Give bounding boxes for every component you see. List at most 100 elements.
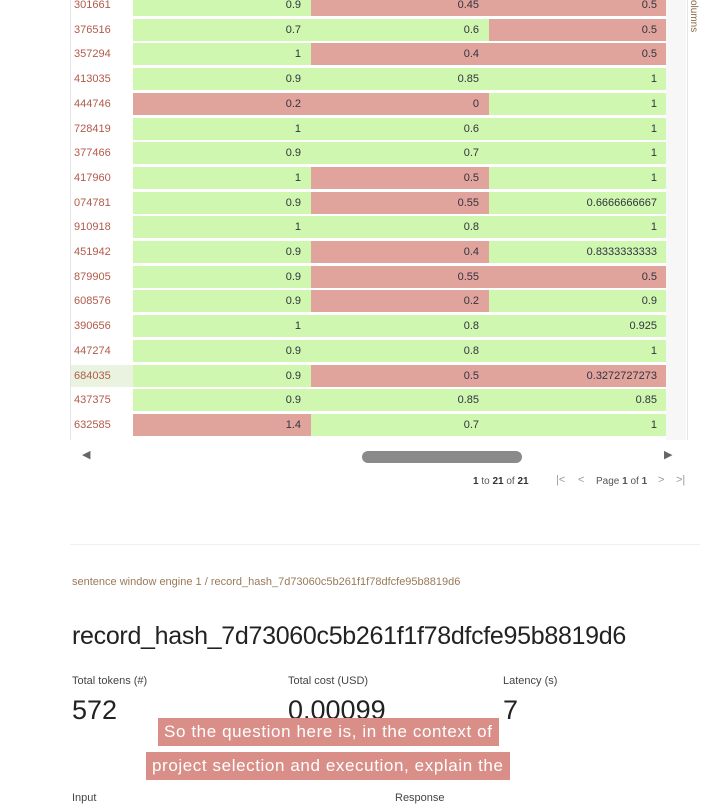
triangle-right-icon[interactable]: ▶ — [664, 449, 673, 461]
score-cell-3: 1 — [489, 117, 667, 140]
score-cell-3: 0.5 — [489, 43, 667, 66]
score-cell-1: 0.7 — [133, 18, 311, 41]
table-row[interactable]: 447274 0.9 0.8 1 — [71, 339, 687, 362]
record-id-cell: 074781 — [74, 196, 111, 209]
table-row[interactable]: 390656 1 0.8 0.925 — [71, 315, 687, 338]
score-cell-3: 0.85 — [489, 389, 667, 412]
score-cell-1: 0.9 — [133, 290, 311, 313]
response-section-label: Response — [395, 792, 445, 804]
record-id-cell: 377466 — [74, 147, 111, 160]
table-row[interactable]: 608576 0.9 0.2 0.9 — [71, 290, 687, 313]
table-row[interactable]: 377466 0.9 0.7 1 — [71, 142, 687, 165]
table-row[interactable]: 910918 1 0.8 1 — [71, 216, 687, 239]
score-cell-1: 0.9 — [133, 0, 311, 16]
score-cell-3: 0.925 — [489, 315, 667, 338]
score-cell-2: 0.4 — [311, 241, 489, 263]
table-row[interactable]: 632585 1.4 0.7 1 — [71, 413, 687, 436]
table-row[interactable]: 417960 1 0.5 1 — [71, 166, 687, 189]
table-row[interactable]: 879905 0.9 0.55 0.5 — [71, 265, 687, 288]
table-row[interactable]: 301661 0.9 0.45 0.5 — [71, 0, 687, 16]
table-row[interactable]: 684035 0.9 0.5 0.3272727273 — [71, 364, 687, 387]
record-id-cell: 417960 — [74, 171, 111, 184]
score-cell-2: 0.7 — [311, 413, 489, 436]
table-row[interactable]: 437375 0.9 0.85 0.85 — [71, 389, 687, 412]
score-cell-1: 1 — [133, 43, 311, 66]
score-cell-1: 0.9 — [133, 68, 311, 91]
metric-label-latency: Latency (s) — [503, 675, 558, 687]
record-id-cell: 301661 — [74, 0, 111, 11]
score-cell-2: 0.7 — [311, 142, 489, 165]
score-cell-1: 0.9 — [133, 241, 311, 263]
record-id-cell: 390656 — [74, 320, 111, 333]
score-cell-2: 0.85 — [311, 68, 489, 91]
metric-label-cost: Total cost (USD) — [288, 675, 369, 687]
score-cell-2: 0.8 — [311, 315, 489, 338]
record-id-cell: 632585 — [74, 418, 111, 431]
score-cell-1: 0.9 — [133, 142, 311, 165]
score-cell-3: 1 — [489, 166, 667, 189]
score-cell-3: 0.5 — [489, 18, 667, 41]
score-cell-2: 0 — [311, 92, 489, 115]
score-cell-2: 0.55 — [311, 191, 489, 214]
score-cell-3: 1 — [489, 216, 667, 239]
metric-value-latency: 7 — [503, 695, 519, 725]
metric-value-tokens: 572 — [72, 695, 118, 725]
table-row[interactable]: 728419 1 0.6 1 — [71, 117, 687, 140]
table-row[interactable]: 074781 0.9 0.55 0.6666666667 — [71, 191, 687, 214]
columns-panel-label[interactable]: olumns — [688, 0, 699, 33]
triangle-left-icon[interactable]: ◀ — [82, 449, 91, 461]
next-page-icon[interactable]: > — [658, 474, 665, 486]
record-id-cell: 608576 — [74, 295, 111, 308]
score-cell-1: 1 — [133, 166, 311, 189]
table-row[interactable]: 413035 0.9 0.85 1 — [71, 68, 687, 91]
pagination: 1 to 21 of 21 |< < Page 1 of 1 > >| — [70, 470, 686, 494]
table-row[interactable]: 444746 0.2 0 1 — [71, 92, 687, 115]
horizontal-scrollbar[interactable]: ◀ ▶ — [70, 444, 686, 470]
row-count: 1 to 21 of 21 — [473, 476, 529, 487]
score-cell-3: 1 — [489, 413, 667, 436]
score-cell-3: 0.5 — [489, 0, 667, 16]
score-cell-2: 0.6 — [311, 18, 489, 41]
score-cell-3: 1 — [489, 142, 667, 165]
score-cell-1: 1 — [133, 216, 311, 239]
scrollbar-thumb[interactable] — [362, 451, 522, 463]
score-cell-2: 0.5 — [311, 364, 489, 387]
record-id-cell: 447274 — [74, 344, 111, 357]
score-cell-3: 0.5 — [489, 265, 667, 288]
record-id-cell: 910918 — [74, 221, 111, 234]
grid-side-panel[interactable] — [666, 0, 686, 440]
score-cell-3: 1 — [489, 339, 667, 362]
results-grid: 301661 0.9 0.45 0.5 376516 0.7 0.6 0.5 357294 1 0.… — [70, 0, 688, 440]
score-cell-2: 0.45 — [311, 0, 489, 16]
score-cell-2: 0.6 — [311, 117, 489, 140]
record-id-cell: 437375 — [74, 394, 111, 407]
record-id-cell: 444746 — [74, 97, 111, 110]
score-cell-2: 0.2 — [311, 290, 489, 313]
record-id-cell: 728419 — [74, 122, 111, 135]
score-cell-3: 0.3272727273 — [489, 364, 667, 387]
score-cell-3: 0.8333333333 — [489, 241, 667, 263]
score-cell-2: 0.4 — [311, 43, 489, 66]
score-cell-1: 0.9 — [133, 191, 311, 214]
score-cell-1: 1.4 — [133, 413, 311, 436]
first-page-icon[interactable]: |< — [556, 474, 566, 486]
score-cell-3: 1 — [489, 92, 667, 115]
score-cell-1: 0.2 — [133, 92, 311, 115]
record-id-cell: 451942 — [74, 246, 111, 258]
score-cell-2: 0.8 — [311, 216, 489, 239]
table-row[interactable]: 357294 1 0.4 0.5 — [71, 43, 687, 66]
record-id-cell: 684035 — [71, 364, 133, 387]
breadcrumb[interactable]: sentence window engine 1 / record_hash_7… — [72, 576, 461, 588]
metric-label-tokens: Total tokens (#) — [72, 675, 148, 687]
score-cell-2: 0.85 — [311, 389, 489, 412]
record-title: record_hash_7d73060c5b261f1f78dfcfe95b88… — [72, 622, 626, 650]
last-page-icon[interactable]: >| — [676, 474, 686, 486]
table-row[interactable]: 451942 0.9 0.4 0.8333333333 — [71, 241, 687, 263]
score-cell-1: 1 — [133, 315, 311, 338]
score-cell-3: 0.6666666667 — [489, 191, 667, 214]
table-row[interactable]: 376516 0.7 0.6 0.5 — [71, 18, 687, 41]
prev-page-icon[interactable]: < — [578, 474, 585, 486]
record-id-cell: 879905 — [74, 270, 111, 283]
score-cell-2: 0.8 — [311, 339, 489, 362]
score-cell-1: 1 — [133, 117, 311, 140]
